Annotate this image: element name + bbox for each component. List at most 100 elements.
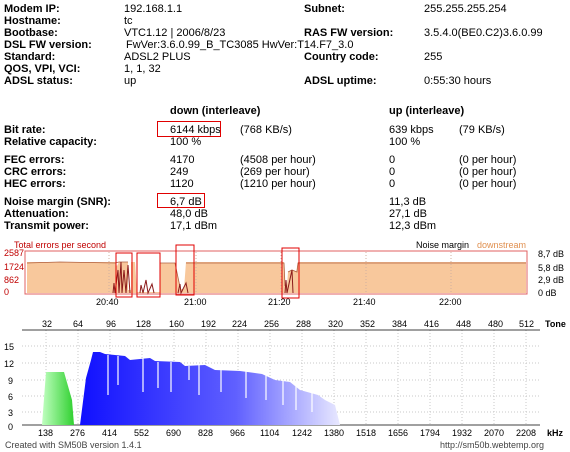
error-highlight-box: [136, 252, 161, 298]
crc-errors-down-rate: (269 per hour): [240, 166, 310, 178]
hostname-label: Hostname:: [4, 15, 61, 27]
khz-tick: 414: [102, 428, 118, 438]
y-tick: 6: [8, 392, 14, 402]
hec-errors-up: 0: [389, 178, 396, 190]
adsl-status-label: ADSL status:: [4, 75, 73, 87]
snr-highlight: [157, 193, 205, 208]
khz-axis-label: kHz: [547, 428, 564, 438]
upstream-band: [42, 372, 74, 425]
khz-tick: 552: [134, 428, 150, 438]
downstream-legend: downstream: [477, 240, 527, 250]
modem-ip-value: 192.168.1.1: [124, 3, 183, 15]
noise-margin-down: 6,7 dB: [170, 196, 202, 208]
hec-errors-down-rate: (1210 per hour): [240, 178, 316, 190]
bootbase-value: VTC1.12 | 2006/8/23: [124, 27, 226, 39]
khz-tick: 966: [230, 428, 246, 438]
bit-rate-down-bytes: (768 KB/s): [240, 124, 292, 136]
footer-credit: Created with SM50B version 1.4.1: [5, 440, 142, 450]
bit-rate-highlight: [157, 121, 221, 137]
fec-errors-up-rate: (0 per hour): [459, 154, 517, 166]
crc-errors-up-rate: (0 per hour): [459, 166, 517, 178]
standard-label: Standard:: [4, 51, 56, 63]
khz-tick: 276: [70, 428, 86, 438]
fec-errors-down: 4170: [170, 154, 195, 166]
tone-tick: 32: [42, 319, 53, 329]
error-highlight-box: [175, 244, 195, 296]
qos-label: QOS, VPI, VCI:: [4, 63, 81, 75]
y-tick: 9: [8, 376, 14, 386]
ras-fw-label: RAS FW version:: [304, 27, 394, 39]
error-highlight-box: [115, 252, 133, 298]
hec-errors-down: 1120: [170, 178, 194, 190]
khz-tick: 828: [198, 428, 214, 438]
right-tick: 2,9 dB: [538, 275, 565, 285]
tone-axis-label: Tone: [545, 319, 566, 329]
left-tick: 0: [4, 287, 10, 297]
noise-margin-area: [27, 262, 526, 293]
fec-errors-up: 0: [389, 154, 396, 166]
tone-tick: 160: [169, 319, 185, 329]
tone-tick: 384: [392, 319, 408, 329]
attenuation-down: 48,0 dB: [170, 208, 208, 220]
attenuation-up: 27,1 dB: [389, 208, 427, 220]
hec-errors-up-rate: (0 per hour): [459, 178, 517, 190]
time-tick: 21:20: [268, 297, 291, 307]
attenuation-label: Attenuation:: [4, 208, 69, 220]
subnet-value: 255.255.255.254: [424, 3, 507, 15]
khz-tick: 2208: [516, 428, 537, 438]
khz-tick: 138: [38, 428, 54, 438]
left-tick: 862: [4, 275, 20, 285]
noise-margin-legend: Noise margin: [416, 240, 470, 250]
y-tick: 15: [4, 342, 15, 352]
down-header: down (interleave): [170, 105, 261, 117]
subnet-label: Subnet:: [304, 3, 345, 15]
khz-tick: 1656: [388, 428, 409, 438]
tone-tick: 480: [488, 319, 504, 329]
transmit-power-up: 12,3 dBm: [389, 220, 437, 232]
y-tick: 3: [8, 408, 14, 418]
hostname-value: tc: [124, 15, 133, 27]
tone-tick: 416: [424, 319, 440, 329]
khz-tick: 1242: [292, 428, 313, 438]
right-tick: 5,8 dB: [538, 263, 565, 273]
up-header: up (interleave): [389, 105, 465, 117]
downstream-band: [80, 352, 340, 425]
transmit-power-label: Transmit power:: [4, 220, 89, 232]
time-tick: 21:40: [353, 297, 376, 307]
noise-margin-up: 11,3 dB: [389, 196, 427, 208]
tone-tick: 64: [73, 319, 84, 329]
country-code-value: 255: [424, 51, 443, 63]
errors-series: [112, 261, 294, 295]
adsl-uptime-label: ADSL uptime:: [304, 75, 377, 87]
crc-errors-up: 0: [389, 166, 396, 178]
qos-value: 1, 1, 32: [124, 63, 161, 75]
right-tick: 0 dB: [538, 288, 557, 298]
tone-tick: 352: [360, 319, 376, 329]
bit-rate-up-bytes: (79 KB/s): [459, 124, 505, 136]
tone-tick: 256: [264, 319, 280, 329]
tone-tick: 192: [201, 319, 217, 329]
right-tick: 8,7 dB: [538, 249, 565, 259]
noise-margin-line: [26, 261, 526, 288]
khz-tick: 1794: [420, 428, 441, 438]
adsl-uptime-value: 0:55:30 hours: [424, 75, 492, 87]
time-tick: 21:00: [184, 297, 207, 307]
time-tick: 22:00: [439, 297, 462, 307]
tone-tick: 224: [232, 319, 248, 329]
dsl-fw-value: FwVer:3.6.0.99_B_TC3085 HwVer:T14.F7_3.0: [126, 39, 354, 51]
relative-capacity-up: 100 %: [389, 136, 421, 148]
errors-legend: Total errors per second: [14, 240, 107, 250]
fec-errors-down-rate: (4508 per hour): [240, 154, 316, 166]
standard-value: ADSL2 PLUS: [124, 51, 191, 63]
khz-tick: 690: [166, 428, 182, 438]
y-tick: 0: [8, 422, 14, 432]
khz-tick: 1932: [452, 428, 473, 438]
footer-url[interactable]: http://sm50b.webtemp.org: [440, 440, 545, 450]
tone-tick: 512: [519, 319, 535, 329]
crc-errors-label: CRC errors:: [4, 166, 67, 178]
left-tick: 2587: [4, 248, 25, 258]
bit-rate-label: Bit rate:: [4, 124, 46, 136]
tone-tick: 320: [328, 319, 344, 329]
khz-tick: 1104: [260, 428, 280, 438]
